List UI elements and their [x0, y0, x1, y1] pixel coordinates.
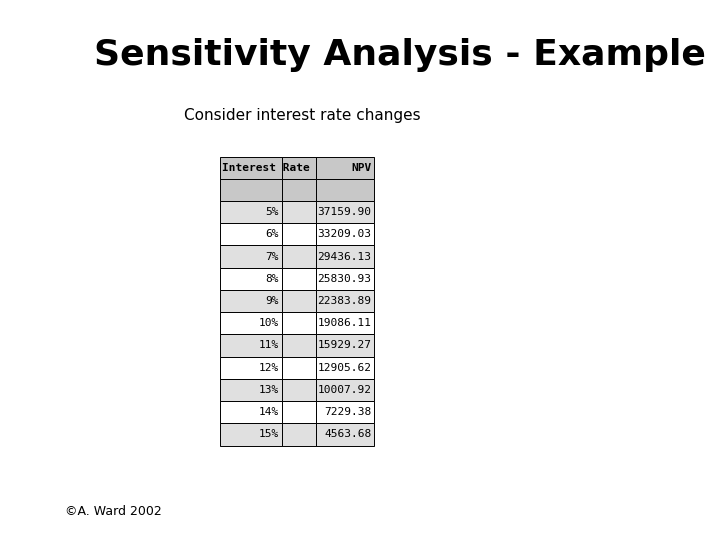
Text: 10007.92: 10007.92 — [318, 385, 372, 395]
Text: 12905.62: 12905.62 — [318, 363, 372, 373]
Text: 22383.89: 22383.89 — [318, 296, 372, 306]
Text: 6%: 6% — [265, 230, 279, 239]
Text: 29436.13: 29436.13 — [318, 252, 372, 261]
Text: 14%: 14% — [258, 407, 279, 417]
Text: 15%: 15% — [258, 429, 279, 440]
Text: 7229.38: 7229.38 — [324, 407, 372, 417]
Text: 4563.68: 4563.68 — [324, 429, 372, 440]
Text: 7%: 7% — [265, 252, 279, 261]
Text: Sensitivity Analysis - Example: Sensitivity Analysis - Example — [94, 38, 706, 72]
Text: 11%: 11% — [258, 341, 279, 350]
Text: 9%: 9% — [265, 296, 279, 306]
Text: 25830.93: 25830.93 — [318, 274, 372, 284]
Text: 5%: 5% — [265, 207, 279, 217]
Text: 8%: 8% — [265, 274, 279, 284]
Text: 33209.03: 33209.03 — [318, 230, 372, 239]
Text: 15929.27: 15929.27 — [318, 341, 372, 350]
Text: 12%: 12% — [258, 363, 279, 373]
Text: 13%: 13% — [258, 385, 279, 395]
Text: 10%: 10% — [258, 318, 279, 328]
Text: 19086.11: 19086.11 — [318, 318, 372, 328]
Text: Interest Rate: Interest Rate — [222, 163, 310, 173]
Text: NPV: NPV — [351, 163, 372, 173]
Text: 37159.90: 37159.90 — [318, 207, 372, 217]
Text: ©A. Ward 2002: ©A. Ward 2002 — [65, 505, 161, 518]
Text: Consider interest rate changes: Consider interest rate changes — [184, 108, 420, 123]
